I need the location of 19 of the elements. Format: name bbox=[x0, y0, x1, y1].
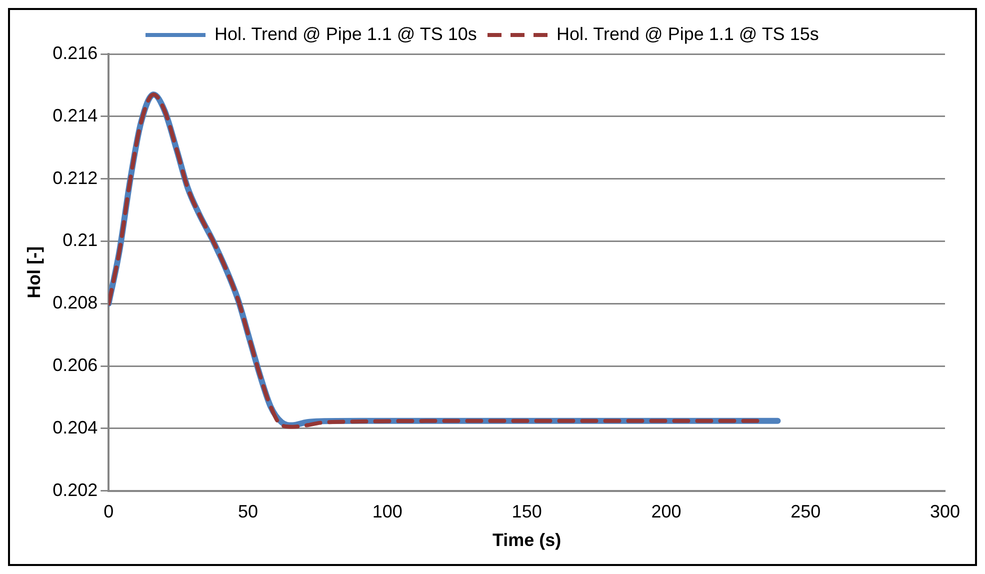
x-axis-title: Time (s) bbox=[492, 530, 562, 550]
x-tick-label: 50 bbox=[238, 502, 258, 522]
y-tick-label: 0.214 bbox=[52, 105, 98, 126]
y-tick-label: 0.208 bbox=[52, 292, 98, 313]
y-tick-label: 0.202 bbox=[52, 480, 98, 500]
y-tick-label: 0.21 bbox=[62, 230, 98, 250]
y-tick-label: 0.216 bbox=[52, 42, 98, 63]
x-tick-label: 100 bbox=[372, 502, 402, 522]
legend-label: Hol. Trend @ Pipe 1.1 @ TS 15s bbox=[556, 24, 819, 44]
legend-label: Hol. Trend @ Pipe 1.1 @ TS 10s bbox=[214, 24, 477, 44]
x-tick-label: 300 bbox=[930, 502, 960, 522]
y-tick-label: 0.204 bbox=[52, 417, 98, 438]
x-tick-label: 250 bbox=[790, 502, 821, 522]
y-tick-label: 0.212 bbox=[52, 168, 98, 188]
y-tick-label: 0.206 bbox=[52, 354, 98, 375]
x-tick-label: 0 bbox=[104, 502, 114, 522]
y-axis-title: Hol [-] bbox=[24, 246, 44, 298]
x-tick-label: 200 bbox=[651, 502, 682, 522]
x-tick-label: 150 bbox=[512, 502, 542, 522]
